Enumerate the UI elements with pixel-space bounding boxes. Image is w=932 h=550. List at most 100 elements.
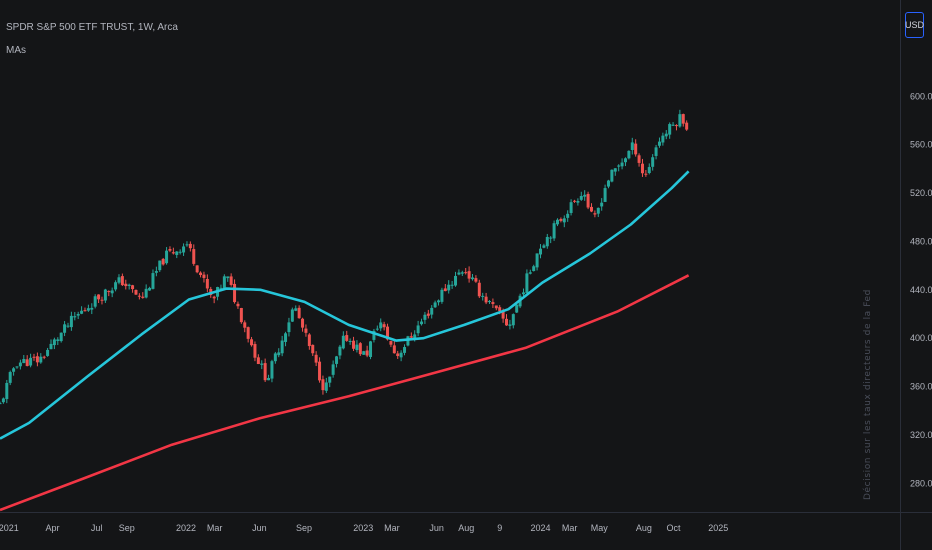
- candle-up: [420, 318, 424, 326]
- candle-up: [515, 302, 519, 314]
- chart-legend: SPDR S&P 500 ETF TRUST, 1W, Arca MAs: [6, 22, 178, 56]
- candle-up: [267, 374, 271, 381]
- candle-up: [423, 311, 427, 324]
- candle-up: [114, 280, 118, 292]
- candle-up: [362, 350, 366, 355]
- candle-down: [321, 375, 325, 395]
- price-tick-label: 400.00: [910, 333, 932, 343]
- candle-up: [430, 305, 434, 319]
- candle-down: [250, 336, 254, 347]
- candle-down: [212, 295, 216, 304]
- time-tick-label: Mar: [207, 523, 223, 533]
- candle-up: [80, 306, 84, 315]
- candle-up: [555, 218, 559, 227]
- candle-down: [593, 210, 597, 218]
- candle-up: [287, 317, 291, 337]
- price-tick-label: 360.00: [910, 382, 932, 392]
- fed-decision-watermark: Décision sur les taux directeurs de la F…: [862, 289, 873, 500]
- candle-up: [127, 283, 131, 290]
- candle-up: [562, 215, 566, 228]
- candle-down: [589, 203, 593, 213]
- price-tick-label: 480.00: [910, 236, 932, 246]
- candle-up: [511, 313, 515, 329]
- candle-up: [1, 397, 5, 404]
- candle-up: [542, 243, 546, 249]
- candle-up: [433, 300, 437, 308]
- symbol-title: SPDR S&P 500 ETF TRUST, 1W, Arca: [6, 22, 178, 33]
- candle-up: [117, 274, 121, 285]
- candle-up: [549, 236, 553, 244]
- candle-down: [239, 307, 243, 324]
- candle-up: [260, 360, 264, 370]
- candle-up: [545, 233, 549, 249]
- candle-up: [86, 304, 90, 312]
- candle-up: [294, 305, 298, 312]
- candle-up: [583, 190, 587, 201]
- candle-down: [100, 296, 104, 305]
- candle-down: [307, 333, 311, 350]
- candle-up: [290, 307, 294, 322]
- candle-up: [331, 360, 335, 378]
- candle-up: [90, 303, 94, 315]
- candle-down: [477, 279, 481, 299]
- candle-down: [637, 153, 641, 167]
- candle-down: [124, 279, 128, 290]
- candle-up: [12, 367, 16, 376]
- time-axis[interactable]: 2021 Apr Jul Sep 2022 Mar Jun Sep 2023 Mar Jun Aug 9…: [0, 523, 728, 533]
- candle-up: [328, 376, 332, 388]
- candle-up: [620, 158, 624, 170]
- candle-down: [171, 247, 175, 255]
- time-tick-label: Oct: [667, 523, 682, 533]
- candle-up: [277, 348, 281, 358]
- time-tick-label: Sep: [296, 523, 312, 533]
- candle-down: [188, 241, 192, 252]
- indicator-label[interactable]: MAs: [6, 45, 26, 56]
- candle-up: [56, 337, 60, 346]
- candle-down: [35, 352, 39, 367]
- candle-up: [110, 287, 114, 298]
- time-tick-label: Jun: [252, 523, 267, 533]
- candle-up: [148, 286, 152, 291]
- time-tick-label: Aug: [458, 523, 474, 533]
- candle-down: [297, 305, 301, 319]
- candle-down: [243, 320, 247, 333]
- time-tick-label: May: [591, 523, 609, 533]
- candle-up: [460, 270, 464, 277]
- candle-up: [576, 198, 580, 206]
- candle-down: [134, 289, 138, 295]
- candle-down: [314, 351, 318, 367]
- candle-up: [416, 320, 420, 337]
- candle-down: [464, 267, 468, 275]
- currency-button[interactable]: USD: [905, 12, 924, 38]
- price-tick-label: 320.00: [910, 430, 932, 440]
- candle-up: [437, 299, 441, 306]
- candle-up: [63, 321, 67, 337]
- candle-up: [158, 260, 162, 272]
- candle-up: [613, 168, 617, 176]
- candle-down: [137, 293, 141, 300]
- candle-down: [443, 284, 447, 292]
- candle-up: [627, 150, 631, 160]
- candle-up: [284, 331, 288, 347]
- candle-up: [525, 269, 529, 294]
- candle-up: [0, 401, 2, 405]
- candle-down: [256, 354, 260, 365]
- candle-down: [131, 284, 135, 293]
- candle-up: [450, 280, 454, 289]
- time-tick-label: 2021: [0, 523, 19, 533]
- price-axis[interactable]: 280.00 320.00 360.00 400.00 440.00 480.00 520.…: [910, 91, 932, 488]
- candle-up: [348, 338, 352, 345]
- candle-up: [182, 243, 186, 256]
- candle-up: [481, 292, 485, 301]
- time-tick-label: 2025: [708, 523, 728, 533]
- candle-up: [535, 253, 539, 271]
- candle-up: [5, 379, 9, 404]
- candle-up: [324, 377, 328, 394]
- candle-down: [301, 317, 305, 332]
- time-tick-label: Mar: [384, 523, 400, 533]
- candle-up: [29, 353, 33, 368]
- candle-down: [236, 301, 240, 309]
- candle-up: [488, 300, 492, 304]
